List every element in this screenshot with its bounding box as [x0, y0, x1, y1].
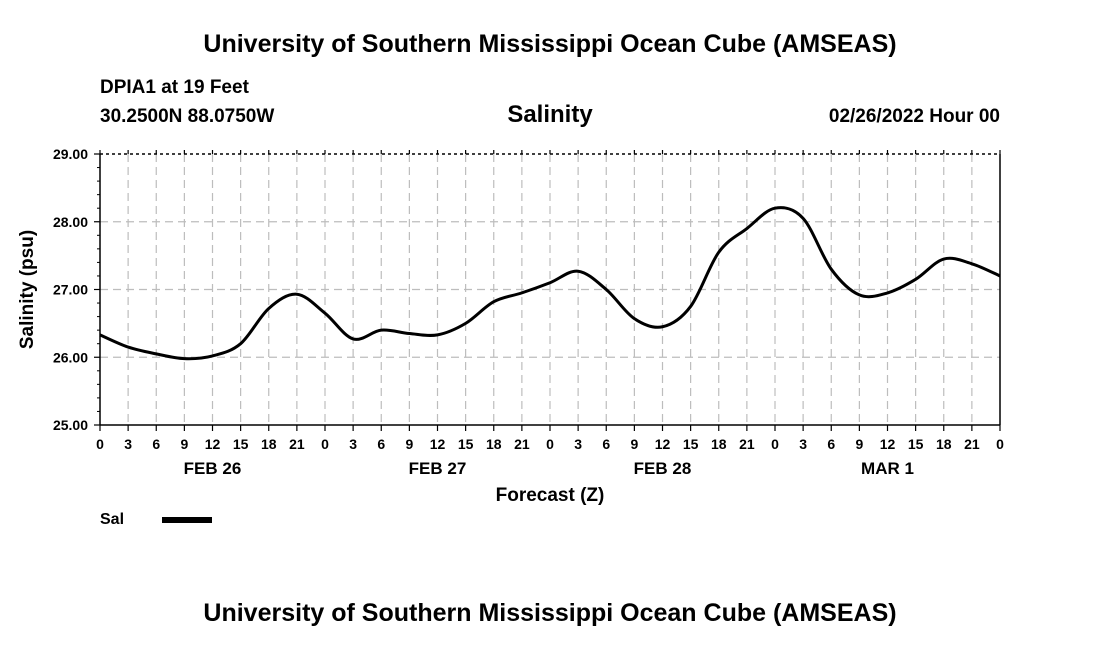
- x-tick-label: 0: [771, 436, 779, 452]
- legend-label: Sal: [100, 511, 125, 528]
- y-tick-label: 27.00: [53, 282, 88, 298]
- y-axis-label: Salinity (psu): [17, 230, 38, 349]
- x-tick-label: 9: [180, 436, 188, 452]
- x-tick-label: 6: [152, 436, 160, 452]
- chart-title: Salinity: [507, 101, 593, 128]
- station-coordinates: 30.2500N 88.0750W: [100, 106, 275, 127]
- x-tick-label: 12: [430, 436, 446, 452]
- x-tick-label: 15: [458, 436, 474, 452]
- x-tick-label: 12: [880, 436, 896, 452]
- x-tick-label: 6: [827, 436, 835, 452]
- x-tick-label: 3: [124, 436, 132, 452]
- x-tick-label: 0: [546, 436, 554, 452]
- x-tick-label: 0: [321, 436, 329, 452]
- y-tick-label: 29.00: [53, 146, 88, 162]
- x-tick-label: 12: [655, 436, 671, 452]
- x-tick-label: 9: [405, 436, 413, 452]
- x-tick-label: 6: [602, 436, 610, 452]
- x-tick-label: 0: [996, 436, 1004, 452]
- x-tick-label: 18: [936, 436, 952, 452]
- x-tick-label: 6: [377, 436, 385, 452]
- x-tick-label: 3: [799, 436, 807, 452]
- x-tick-label: 9: [630, 436, 638, 452]
- forecast-datetime: 02/26/2022 Hour 00: [828, 106, 1000, 127]
- page-title: University of Southern Mississippi Ocean…: [203, 30, 897, 58]
- x-tick-label: 21: [964, 436, 980, 452]
- x-tick-label: 3: [574, 436, 582, 452]
- x-tick-label: 21: [739, 436, 755, 452]
- x-tick-label: 9: [855, 436, 863, 452]
- x-tick-label: 15: [683, 436, 699, 452]
- station-label: DPIA1 at 19 Feet: [100, 77, 249, 98]
- x-tick-label: 21: [514, 436, 530, 452]
- x-axis-label: Forecast (Z): [496, 485, 605, 506]
- x-tick-label: 18: [711, 436, 727, 452]
- x-day-label: FEB 26: [184, 459, 242, 478]
- x-tick-label: 18: [486, 436, 502, 452]
- y-tick-label: 28.00: [53, 214, 88, 230]
- x-tick-label: 3: [349, 436, 357, 452]
- x-day-label: FEB 27: [409, 459, 467, 478]
- y-tick-label: 25.00: [53, 417, 88, 433]
- y-tick-label: 26.00: [53, 349, 88, 365]
- x-day-label: MAR 1: [861, 459, 914, 478]
- legend-line-swatch: [162, 517, 212, 523]
- series-line-salinity: [99, 206, 1001, 361]
- x-day-label: FEB 28: [634, 459, 692, 478]
- x-tick-label: 15: [908, 436, 924, 452]
- x-tick-label: 12: [205, 436, 221, 452]
- x-tick-label: 0: [96, 436, 104, 452]
- x-tick-label: 21: [289, 436, 305, 452]
- footer-title: University of Southern Mississippi Ocean…: [203, 599, 897, 627]
- x-tick-label: 15: [233, 436, 249, 452]
- x-tick-label: 18: [261, 436, 277, 452]
